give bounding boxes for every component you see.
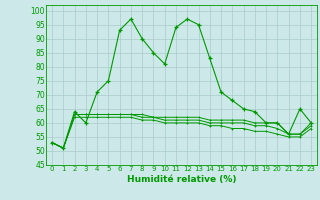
X-axis label: Humidité relative (%): Humidité relative (%) bbox=[127, 175, 236, 184]
